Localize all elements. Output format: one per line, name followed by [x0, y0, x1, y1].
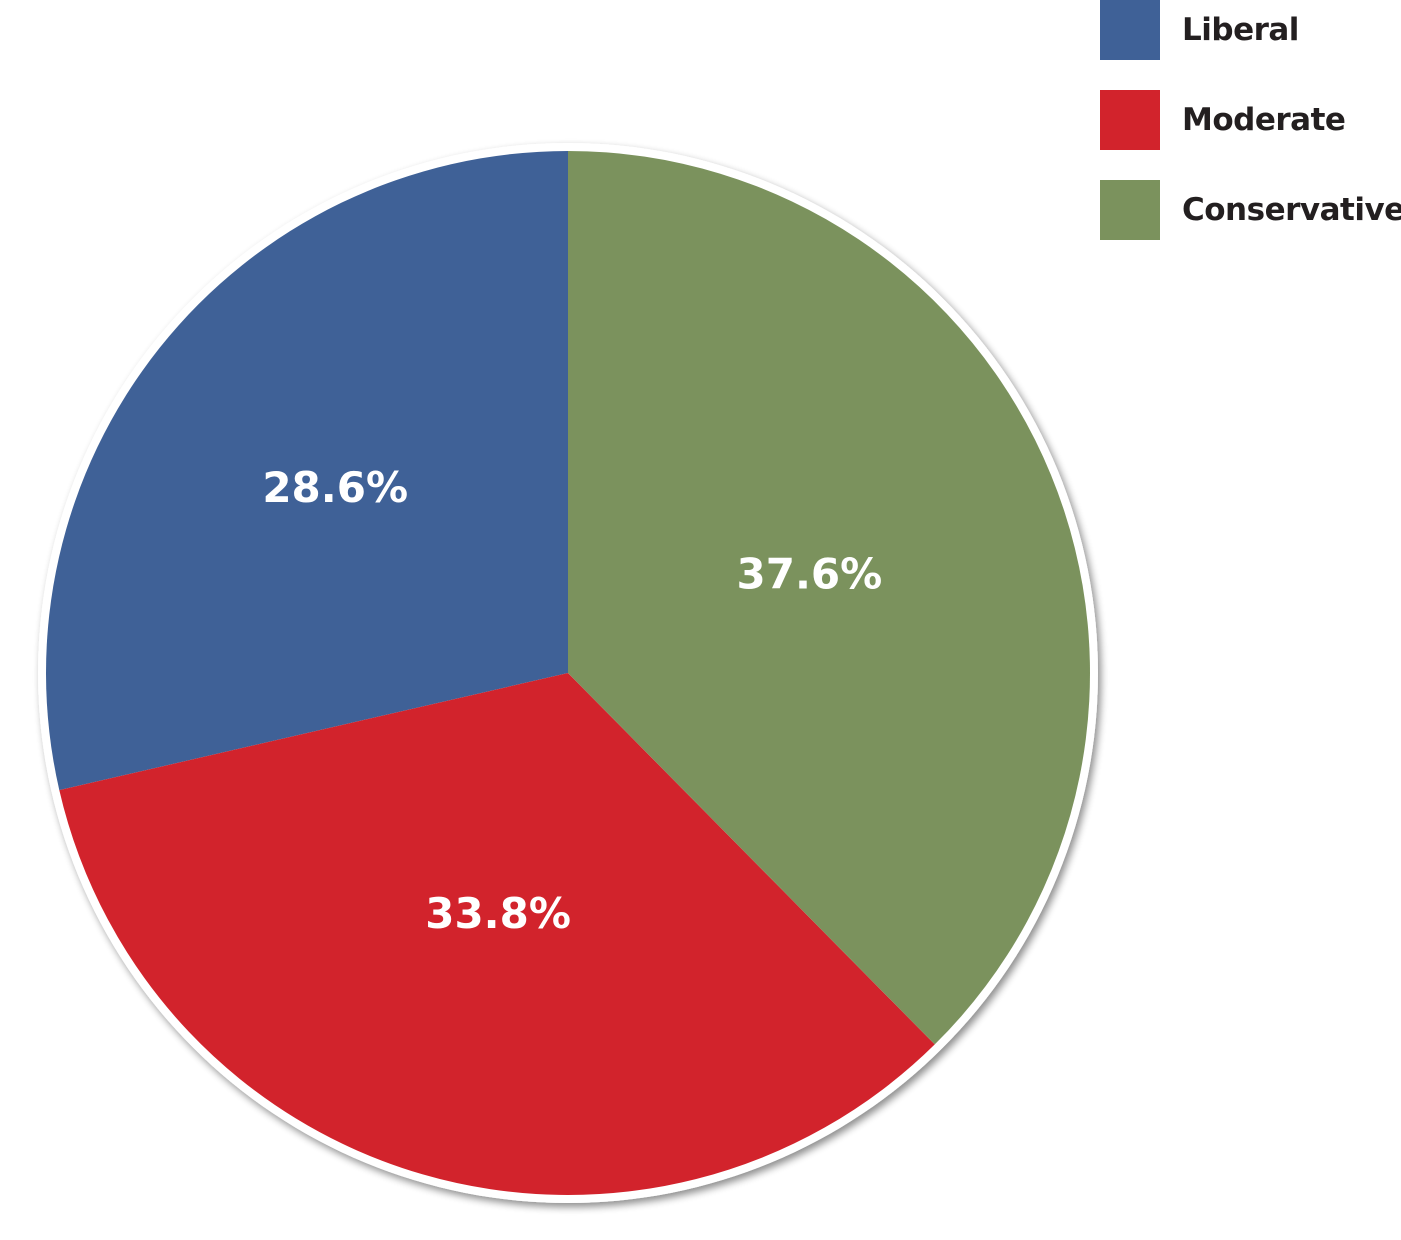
legend-label-liberal: Liberal	[1182, 12, 1299, 48]
pie-slices	[46, 151, 1090, 1195]
pie-slice-conservative	[568, 151, 1090, 1045]
pie-labels: 28.6% 33.8% 37.6%	[262, 463, 882, 938]
pie-label-moderate: 33.8%	[425, 889, 571, 938]
legend-swatch-conservative	[1100, 180, 1160, 240]
legend-label-conservative: Conservative	[1182, 192, 1401, 228]
legend-swatch-liberal	[1100, 0, 1160, 60]
legend-item-moderate: Moderate	[1100, 90, 1346, 150]
legend-label-moderate: Moderate	[1182, 102, 1346, 138]
pie-label-liberal: 28.6%	[262, 463, 408, 512]
pie-slice-moderate	[59, 673, 935, 1195]
pie-slice-liberal	[46, 151, 568, 791]
legend-item-liberal: Liberal	[1100, 0, 1299, 60]
legend-item-conservative: Conservative	[1100, 180, 1401, 240]
legend-swatch-moderate	[1100, 90, 1160, 150]
pie-label-conservative: 37.6%	[737, 549, 883, 598]
